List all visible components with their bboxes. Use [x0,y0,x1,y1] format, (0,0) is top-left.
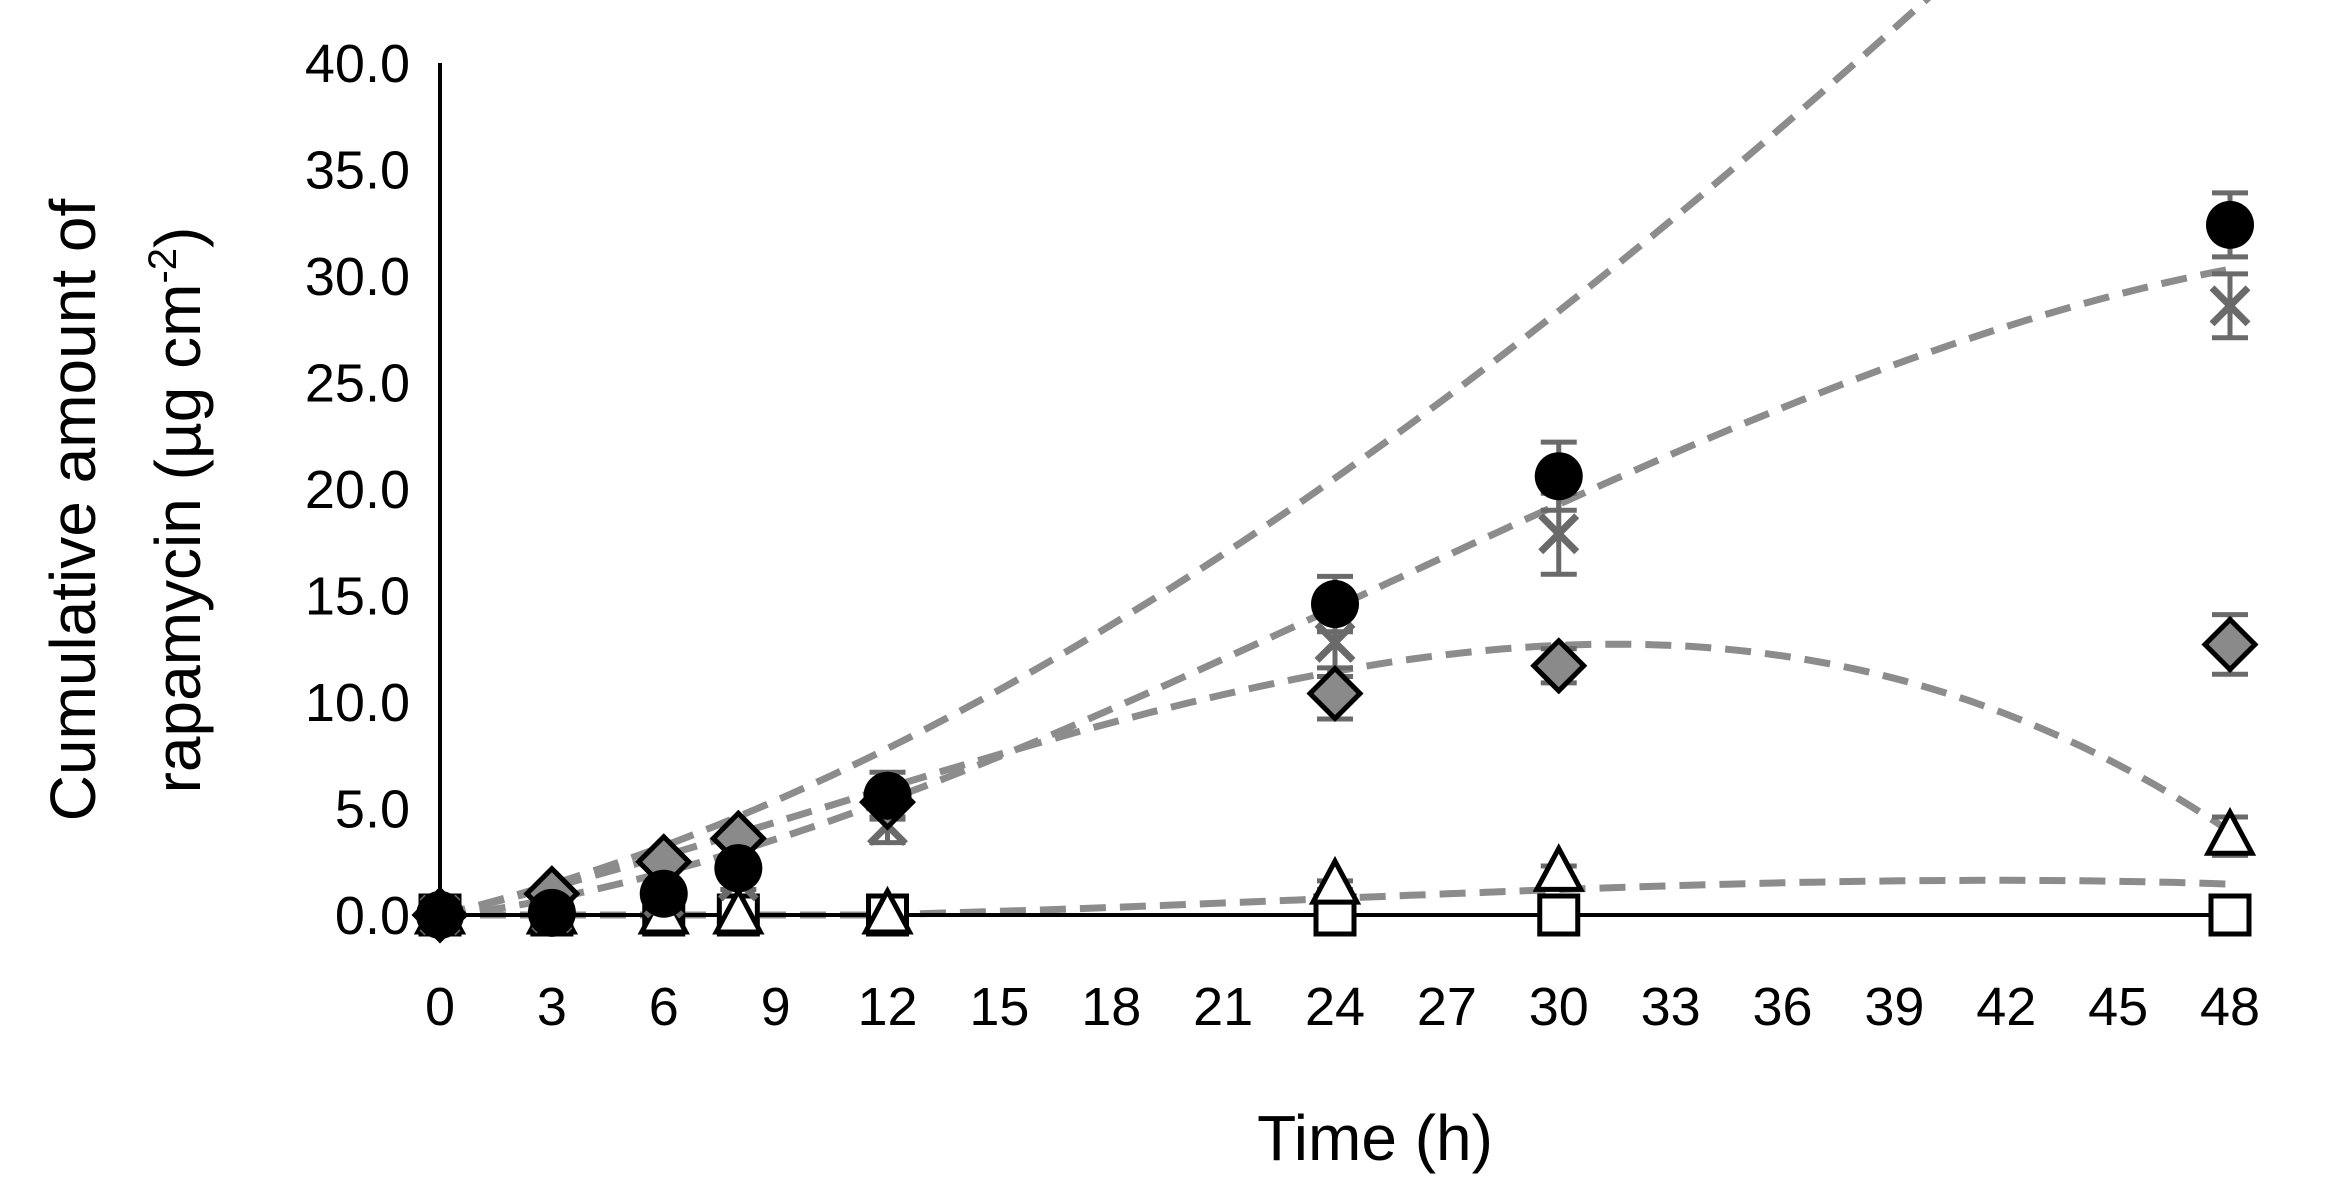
x-tick-label: 12 [857,977,917,1037]
point-x [1314,621,1356,663]
point-x [2209,285,2251,327]
point-x-stroke [2209,285,2251,327]
point-circle [527,888,576,937]
y-axis-title-close: ) [142,227,214,248]
axis-titles: Time (h) Cumulative amount of rapamycin … [37,199,1493,1174]
y-tick-label: 30.0 [305,247,410,307]
point-x-stroke [1538,513,1580,555]
point-triangle [712,885,765,935]
error-bars [720,190,2248,892]
x-tick-label: 30 [1529,977,1589,1037]
x-tick-label: 27 [1417,977,1477,1037]
y-tick-label: 10.0 [305,673,410,733]
point-triangle [1308,855,1362,905]
y-tick-label: 40.0 [305,34,410,94]
x-tick-label: 3 [537,977,567,1037]
x-tick-label: 42 [1976,977,2036,1037]
x-tick-label: 18 [1081,977,1141,1037]
axes [438,63,2250,917]
point-circle [416,891,464,939]
point-circle [2206,200,2254,249]
x-tick-label: 48 [2200,977,2260,1037]
y-tick-label: 25.0 [305,354,410,414]
point-circle [1311,580,1359,629]
x-tick-label: 9 [761,977,791,1037]
point-circle [639,869,688,918]
trendline [439,0,1932,919]
y-tick-label: 5.0 [335,780,410,840]
point-circle [863,771,912,820]
y-axis-title-text: rapamycin (µg cm [142,284,214,794]
point-circle [1534,452,1583,501]
y-axis-title-line2: rapamycin (µg cm-2) [141,227,214,794]
x-tick-label: 0 [425,977,455,1037]
x-tick-label: 45 [2088,977,2148,1037]
x-tick-label: 36 [1752,977,1812,1037]
y-tick-label: 15.0 [305,567,410,627]
x-tick-label: 6 [649,977,679,1037]
point-triangle [2203,806,2257,856]
point-x-stroke [1314,621,1356,663]
point-triangle [1532,843,1585,892]
y-axis-title-line1: Cumulative amount of [37,199,109,822]
x-tick-label: 15 [969,977,1029,1037]
point-circle [714,844,763,893]
point-square [1537,893,1581,937]
x-tick-label: 21 [1193,977,1253,1037]
trendlines [439,0,2232,919]
point-diamond [2201,615,2259,674]
x-tick-label: 39 [1864,977,1924,1037]
point-x [1538,513,1580,555]
data-points [411,200,2259,944]
y-axis-title-superscript: -2 [141,248,185,284]
point-diamond [1306,664,1364,723]
x-tick-label: 24 [1305,977,1365,1037]
point-triangle [861,885,914,935]
y-tick-label: 20.0 [305,460,410,520]
x-axis-title: Time (h) [1257,1102,1493,1174]
x-tick-label: 33 [1641,977,1701,1037]
y-tick-label: 0.0 [335,886,410,946]
y-tick-label: 35.0 [305,141,410,201]
point-diamond [1530,637,1588,695]
point-square [2208,893,2252,937]
tick-labels: 0.05.010.015.020.025.030.035.040.00 3 6 9 12… [305,34,2260,1037]
